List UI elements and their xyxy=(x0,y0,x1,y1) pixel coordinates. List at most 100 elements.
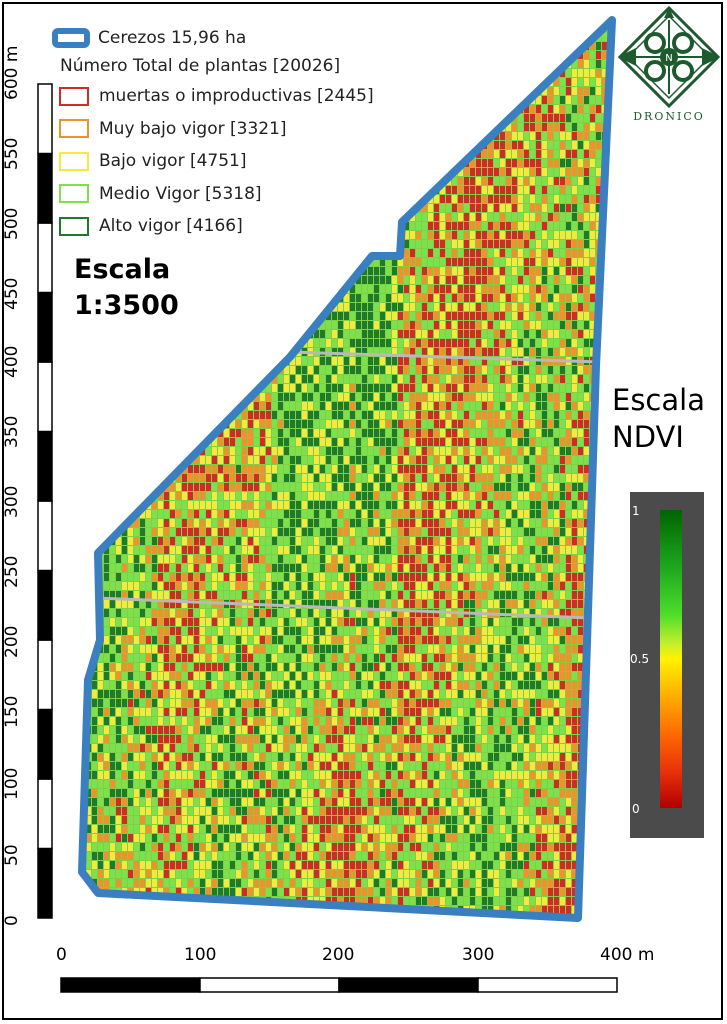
plant-cell xyxy=(92,915,97,918)
plant-cell xyxy=(332,852,337,860)
plant-cell xyxy=(200,627,205,635)
plant-cell xyxy=(326,591,331,599)
plant-cell xyxy=(350,519,355,527)
plant-cell xyxy=(338,564,343,572)
plant-cell xyxy=(140,699,145,707)
plant-cell xyxy=(248,672,253,680)
plant-cell xyxy=(140,780,145,788)
plant-cell xyxy=(218,564,223,572)
plant-cell xyxy=(104,555,109,563)
plant-cell xyxy=(350,339,355,347)
plant-cell xyxy=(362,654,367,662)
plant-cell xyxy=(338,249,343,257)
plant-cell xyxy=(302,618,307,626)
plant-cell xyxy=(116,663,121,671)
plant-cell xyxy=(176,771,181,779)
plant-cell xyxy=(362,420,367,428)
plant-cell xyxy=(146,411,151,419)
plant-cell xyxy=(110,519,115,527)
plant-cell xyxy=(212,627,217,635)
plant-cell xyxy=(326,699,331,707)
plant-cell xyxy=(236,393,241,401)
plant-cell xyxy=(260,492,265,500)
plant-cell xyxy=(206,780,211,788)
plant-cell xyxy=(278,636,283,644)
plant-cell xyxy=(146,861,151,869)
plant-cell xyxy=(110,861,115,869)
plant-cell xyxy=(134,483,139,491)
plant-cell xyxy=(308,573,313,581)
plant-cell xyxy=(356,690,361,698)
plant-cell xyxy=(134,573,139,581)
plant-cell xyxy=(164,420,169,428)
plant-cell xyxy=(206,861,211,869)
plant-cell xyxy=(236,492,241,500)
plant-cell xyxy=(338,366,343,374)
plant-cell xyxy=(134,564,139,572)
plant-cell xyxy=(248,510,253,518)
plant-cell xyxy=(338,591,343,599)
plant-cell xyxy=(338,816,343,824)
plant-cell xyxy=(218,483,223,491)
plant-cell xyxy=(248,654,253,662)
plant-cell xyxy=(218,663,223,671)
plant-cell xyxy=(182,807,187,815)
plant-cell xyxy=(182,375,187,383)
plant-cell xyxy=(356,402,361,410)
plant-cell xyxy=(110,924,115,932)
plant-cell xyxy=(254,645,259,653)
plant-cell xyxy=(296,924,301,932)
plant-cell xyxy=(266,618,271,626)
plant-cell xyxy=(218,690,223,698)
plant-cell xyxy=(260,753,265,761)
plant-cell xyxy=(218,375,223,383)
plant-cell xyxy=(296,357,301,365)
plant-cell xyxy=(188,726,193,734)
plant-cell xyxy=(236,456,241,464)
plant-cell xyxy=(182,681,187,689)
plant-cell xyxy=(248,627,253,635)
plant-cell xyxy=(104,699,109,707)
plant-cell xyxy=(368,528,373,536)
plant-cell xyxy=(368,303,373,311)
plant-cell xyxy=(338,348,343,356)
plant-cell xyxy=(170,681,175,689)
plant-cell xyxy=(314,726,319,734)
plant-cell xyxy=(182,834,187,842)
plant-cell xyxy=(218,321,223,329)
plant-cell xyxy=(362,465,367,473)
plant-cell xyxy=(344,807,349,815)
plant-cell xyxy=(188,915,193,918)
plant-cell xyxy=(122,429,127,437)
plant-cell xyxy=(152,564,157,572)
plant-cell xyxy=(86,20,91,23)
plant-cell xyxy=(188,492,193,500)
plant-cell xyxy=(248,528,253,536)
plant-cell xyxy=(218,654,223,662)
plant-cell xyxy=(296,258,301,266)
plant-cell xyxy=(98,663,103,671)
plant-cell xyxy=(356,825,361,833)
plant-cell xyxy=(170,600,175,608)
plant-cell xyxy=(236,375,241,383)
plant-cell xyxy=(260,699,265,707)
plant-cell xyxy=(110,384,115,392)
plant-cell xyxy=(218,915,223,918)
plant-cell xyxy=(200,384,205,392)
plant-cell xyxy=(278,780,283,788)
plant-cell xyxy=(320,393,325,401)
plant-cell xyxy=(368,807,373,815)
plant-cell xyxy=(326,924,331,932)
plant-cell xyxy=(176,330,181,338)
plant-cell xyxy=(242,906,247,914)
plant-cell xyxy=(254,321,259,329)
plant-cell xyxy=(230,879,235,887)
plant-cell xyxy=(248,519,253,527)
plant-cell xyxy=(110,429,115,437)
plant-cell xyxy=(284,510,289,518)
plant-cell xyxy=(332,546,337,554)
plant-cell xyxy=(314,609,319,617)
plant-cell xyxy=(188,483,193,491)
plant-cell xyxy=(176,618,181,626)
plant-cell xyxy=(200,339,205,347)
